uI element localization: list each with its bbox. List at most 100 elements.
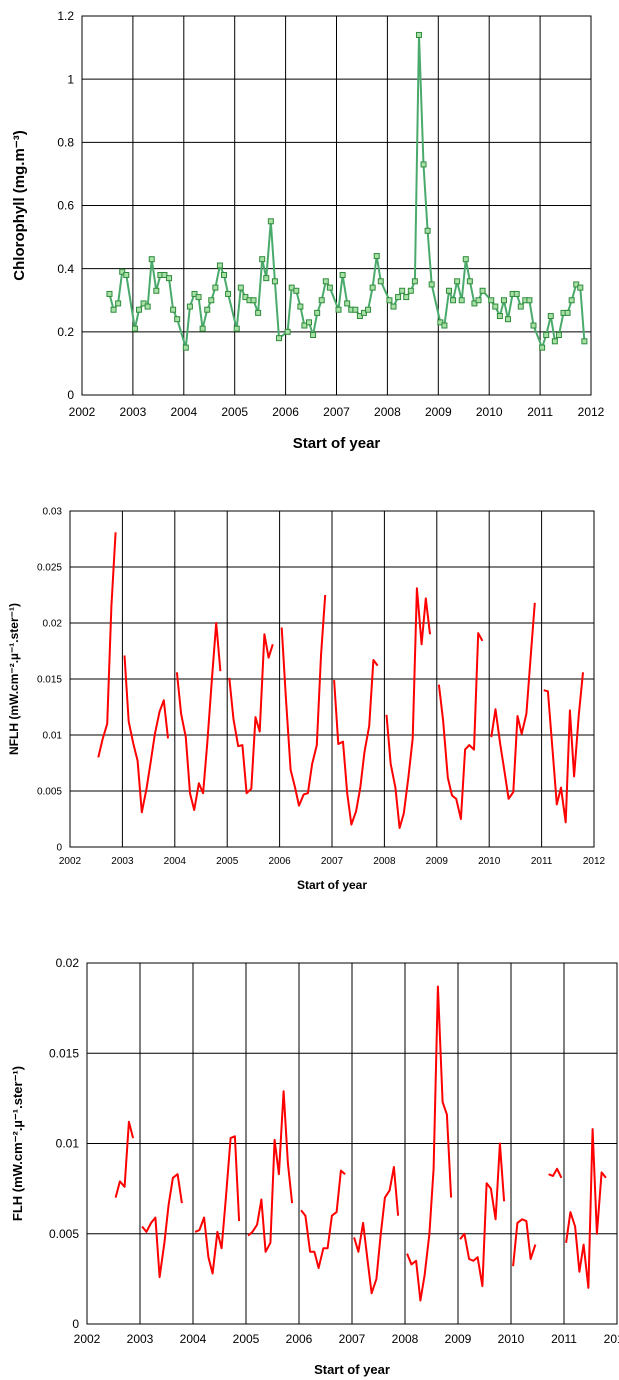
y-tick-label: 0.8 [57, 136, 74, 150]
data-point [326, 284, 333, 291]
data-point [488, 297, 495, 304]
data-point [174, 316, 181, 323]
x-tick-label: 2003 [120, 405, 147, 419]
data-point [365, 306, 372, 313]
data-point [428, 281, 435, 288]
y-tick-label: 0.015 [37, 675, 62, 686]
data-point [208, 297, 215, 304]
x-tick-label: 2010 [498, 1332, 525, 1346]
series-line [548, 1167, 563, 1179]
data-point [437, 319, 444, 326]
x-tick-label: 2012 [583, 856, 606, 867]
data-point [420, 161, 427, 168]
data-point [314, 309, 321, 316]
x-tick-label: 2010 [478, 856, 501, 867]
series-line [228, 633, 274, 795]
y-tick-label: 0.005 [37, 787, 62, 798]
data-point [166, 275, 173, 282]
data-point [547, 313, 554, 320]
data-point [221, 271, 228, 278]
x-tick-label: 2012 [578, 405, 605, 419]
data-point [123, 271, 130, 278]
x-tick-label: 2011 [531, 856, 553, 867]
data-point [411, 278, 418, 285]
data-point [144, 303, 151, 310]
data-point [492, 303, 499, 310]
data-point [399, 287, 406, 294]
data-point [441, 322, 448, 329]
data-point [284, 328, 291, 335]
x-tick-label: 2002 [69, 405, 96, 419]
data-point [526, 297, 533, 304]
y-tick-label: 0.025 [37, 563, 62, 574]
x-tick-label: 2005 [221, 405, 248, 419]
data-point [496, 313, 503, 320]
x-tick-label: 2009 [426, 856, 449, 867]
data-point [500, 297, 507, 304]
series-line [300, 1169, 346, 1269]
data-point [250, 297, 257, 304]
data-point [539, 344, 546, 351]
data-point [517, 303, 524, 310]
data-point [377, 278, 384, 285]
x-tick-label: 2007 [339, 1332, 366, 1346]
y-tick-label: 0 [56, 843, 62, 854]
data-point [395, 294, 402, 301]
series-line [333, 659, 379, 826]
series-line [406, 985, 453, 1302]
y-tick-label: 0.01 [56, 1137, 80, 1151]
data-point [237, 284, 244, 291]
data-point [466, 278, 473, 285]
x-tick-label: 2007 [323, 405, 350, 419]
data-point [212, 284, 219, 291]
y-tick-label: 0.02 [43, 619, 63, 630]
data-point [568, 297, 575, 304]
data-point [318, 297, 325, 304]
data-point [195, 294, 202, 301]
x-tick-label: 2004 [180, 1332, 207, 1346]
x-tick-label: 2006 [286, 1332, 313, 1346]
y-tick-label: 0.2 [57, 325, 74, 339]
x-tick-label: 2011 [551, 1332, 577, 1346]
x-tick-label: 2002 [59, 856, 82, 867]
data-point [352, 306, 359, 313]
series-line [123, 655, 169, 814]
x-tick-label: 2003 [127, 1332, 154, 1346]
grid [86, 962, 618, 1325]
data-point [581, 338, 588, 345]
series-line [565, 1128, 607, 1289]
x-tick-label: 2007 [321, 856, 344, 867]
x-tick-label: 2005 [216, 856, 239, 867]
data-point [170, 306, 177, 313]
x-tick-label: 2004 [164, 856, 187, 867]
series-line [459, 1142, 506, 1288]
data-point [373, 253, 380, 260]
data-point [115, 300, 122, 307]
data-point [191, 290, 198, 297]
x-tick-label: 2012 [604, 1332, 619, 1346]
data-point [369, 284, 376, 291]
data-point [543, 331, 550, 338]
series-line [97, 532, 117, 758]
series-line [175, 622, 222, 811]
data-point [153, 287, 160, 294]
x-tick-label: 2005 [233, 1332, 260, 1346]
y-tick-label: 0.02 [56, 956, 80, 970]
y-tick-label: 0 [72, 1317, 79, 1331]
x-tick-label: 2009 [445, 1332, 472, 1346]
series-line [247, 1090, 294, 1253]
x-axis-label: Start of year [314, 1362, 390, 1377]
x-tick-label: 2004 [170, 405, 197, 419]
data-point [136, 306, 143, 313]
y-axis-label: FLH (mW.cm⁻².µ⁻¹.ster⁻¹) [10, 1066, 25, 1221]
data-point [513, 290, 520, 297]
plot-frame [69, 510, 595, 848]
data-point [390, 303, 397, 310]
data-point [182, 344, 189, 351]
series-line [385, 587, 431, 829]
nflh-chart: 0 0.005 0.01 0.015 0.02 0.025 0.03 2002 2003 2004… [7, 507, 606, 893]
y-tick-label: 0.005 [49, 1227, 79, 1241]
y-axis-label: Chlorophyll (mg.m⁻³) [11, 130, 28, 280]
plot-frame [86, 962, 618, 1325]
data-point [301, 322, 308, 329]
